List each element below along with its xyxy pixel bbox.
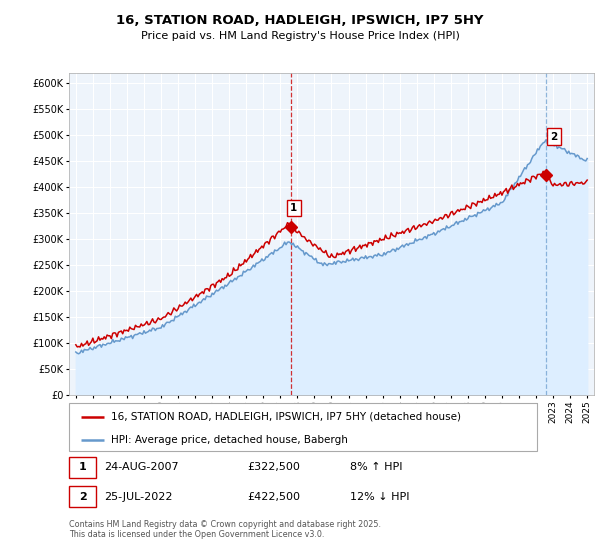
Text: 2: 2 bbox=[550, 132, 558, 142]
Text: 16, STATION ROAD, HADLEIGH, IPSWICH, IP7 5HY: 16, STATION ROAD, HADLEIGH, IPSWICH, IP7… bbox=[116, 14, 484, 27]
Text: £322,500: £322,500 bbox=[247, 463, 300, 473]
Text: 1: 1 bbox=[79, 463, 86, 473]
Text: 25-JUL-2022: 25-JUL-2022 bbox=[104, 492, 173, 502]
Bar bbox=[69, 457, 96, 478]
Text: 1: 1 bbox=[290, 203, 298, 213]
Text: Contains HM Land Registry data © Crown copyright and database right 2025.
This d: Contains HM Land Registry data © Crown c… bbox=[69, 520, 381, 539]
Text: 2: 2 bbox=[79, 492, 86, 502]
Text: HPI: Average price, detached house, Babergh: HPI: Average price, detached house, Babe… bbox=[111, 435, 348, 445]
Text: 24-AUG-2007: 24-AUG-2007 bbox=[104, 463, 179, 473]
Text: 12% ↓ HPI: 12% ↓ HPI bbox=[350, 492, 409, 502]
Text: 16, STATION ROAD, HADLEIGH, IPSWICH, IP7 5HY (detached house): 16, STATION ROAD, HADLEIGH, IPSWICH, IP7… bbox=[111, 412, 461, 422]
Text: £422,500: £422,500 bbox=[247, 492, 300, 502]
Text: Price paid vs. HM Land Registry's House Price Index (HPI): Price paid vs. HM Land Registry's House … bbox=[140, 31, 460, 41]
Bar bbox=[69, 486, 96, 507]
Text: 8% ↑ HPI: 8% ↑ HPI bbox=[350, 463, 403, 473]
